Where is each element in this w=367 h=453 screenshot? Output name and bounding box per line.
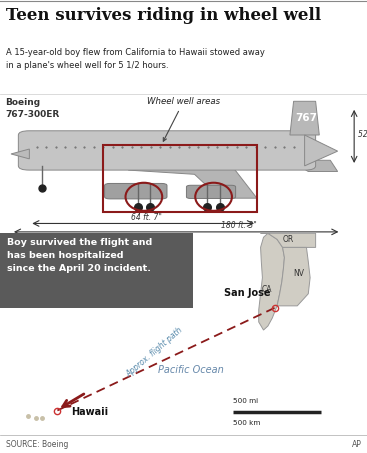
FancyBboxPatch shape <box>18 131 316 170</box>
Text: San Jose: San Jose <box>224 288 271 298</box>
Text: AP: AP <box>352 440 361 449</box>
Text: NV: NV <box>294 269 305 278</box>
Polygon shape <box>290 160 338 172</box>
Polygon shape <box>290 101 319 135</box>
Polygon shape <box>305 135 338 166</box>
Polygon shape <box>128 160 257 198</box>
FancyBboxPatch shape <box>0 233 193 308</box>
Polygon shape <box>259 233 284 330</box>
Text: Boeing
767-300ER: Boeing 767-300ER <box>6 98 60 119</box>
Polygon shape <box>261 233 316 247</box>
Text: 180 ft. 3": 180 ft. 3" <box>221 222 257 231</box>
Text: CA: CA <box>262 285 272 294</box>
Text: Pacific Ocean: Pacific Ocean <box>158 366 224 376</box>
Text: 500 km: 500 km <box>233 420 261 426</box>
Text: SOURCE: Boeing: SOURCE: Boeing <box>6 440 68 449</box>
Polygon shape <box>277 247 310 306</box>
Text: 52 ft.: 52 ft. <box>358 130 367 140</box>
Text: A 15-year-old boy flew from California to Hawaii stowed away
in a plane's wheel : A 15-year-old boy flew from California t… <box>6 48 264 70</box>
Text: Teen survives riding in wheel well: Teen survives riding in wheel well <box>6 6 321 24</box>
Text: 767: 767 <box>295 113 317 123</box>
Text: Boy survived the flight and
has been hospitalized
since the April 20 incident.: Boy survived the flight and has been hos… <box>7 238 152 273</box>
FancyBboxPatch shape <box>105 183 167 199</box>
FancyBboxPatch shape <box>186 185 236 198</box>
Polygon shape <box>11 149 29 159</box>
Text: 500 mi: 500 mi <box>233 398 258 404</box>
Text: OR: OR <box>283 235 294 244</box>
Text: Wheel well areas: Wheel well areas <box>147 97 220 141</box>
Text: Hawaii: Hawaii <box>72 407 109 417</box>
Text: Approx. flight path: Approx. flight path <box>124 326 184 379</box>
Text: 64 ft. 7": 64 ft. 7" <box>131 213 162 222</box>
